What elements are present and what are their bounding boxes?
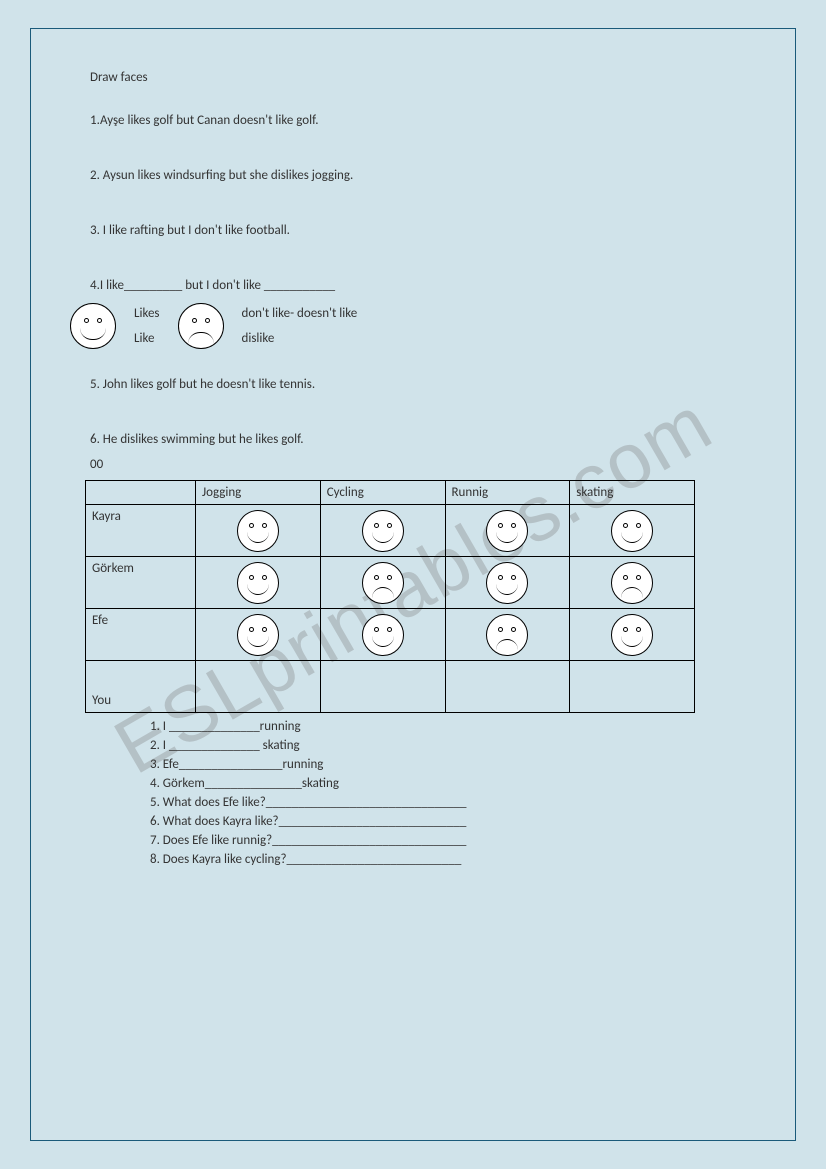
- sad-face-icon: [362, 562, 404, 604]
- sentence-1: 1.Ayşe likes golf but Canan doesn't like…: [90, 113, 766, 128]
- table-row: Kayra: [86, 505, 695, 557]
- happy-face-icon: [362, 510, 404, 552]
- table-row: You: [86, 661, 695, 713]
- row-name: Görkem: [86, 557, 196, 609]
- table-cell: [320, 609, 445, 661]
- question: 8. Does Kayra like cycling?_____________…: [150, 852, 766, 867]
- table-cell: [445, 557, 570, 609]
- questions-list: 1. I ______________running 2. I ________…: [150, 719, 766, 867]
- table-row: Efe: [86, 609, 695, 661]
- table-cell: [570, 609, 695, 661]
- sentence-6: 6. He dislikes swimming but he likes gol…: [90, 432, 766, 447]
- table-cell: [570, 661, 695, 713]
- question: 1. I ______________running: [150, 719, 766, 734]
- question: 2. I ______________ skating: [150, 738, 766, 753]
- title: Draw faces: [90, 70, 766, 85]
- table-cell: [445, 609, 570, 661]
- table-cell: [445, 505, 570, 557]
- table-header: Jogging: [196, 481, 321, 505]
- sad-face-icon: [611, 562, 653, 604]
- happy-face-icon: [362, 614, 404, 656]
- sad-face-icon: [486, 614, 528, 656]
- table-cell: [320, 661, 445, 713]
- table-header: Cycling: [320, 481, 445, 505]
- table-header: [86, 481, 196, 505]
- table-header: Runnig: [445, 481, 570, 505]
- faces-key: Likes Like don't like- doesn't like disl…: [70, 303, 766, 349]
- key-dislike: dislike: [242, 331, 358, 346]
- happy-face-icon: [237, 614, 279, 656]
- sad-face-icon: [178, 303, 224, 349]
- row-name: Efe: [86, 609, 196, 661]
- row-name: You: [86, 661, 196, 713]
- table-cell: [570, 505, 695, 557]
- sentence-2: 2. Aysun likes windsurfing but she disli…: [90, 168, 766, 183]
- table-cell: [196, 505, 321, 557]
- question: 3. Efe________________running: [150, 757, 766, 772]
- happy-face-icon: [70, 303, 116, 349]
- happy-face-icon: [486, 562, 528, 604]
- row-name: Kayra: [86, 505, 196, 557]
- key-likes: Likes: [134, 306, 160, 321]
- question: 5. What does Efe like?__________________…: [150, 795, 766, 810]
- table-row: Görkem: [86, 557, 695, 609]
- happy-face-icon: [237, 562, 279, 604]
- table-header: skating: [570, 481, 695, 505]
- question: 4. Görkem_______________skating: [150, 776, 766, 791]
- table-header-row: Jogging Cycling Runnig skating: [86, 481, 695, 505]
- question: 6. What does Kayra like?________________…: [150, 814, 766, 829]
- happy-face-icon: [611, 510, 653, 552]
- key-dont-like: don't like- doesn't like: [242, 306, 358, 321]
- key-dislike-col: don't like- doesn't like dislike: [242, 306, 358, 346]
- table-cell: [320, 557, 445, 609]
- happy-face-icon: [486, 510, 528, 552]
- table-cell: [196, 609, 321, 661]
- happy-face-icon: [611, 614, 653, 656]
- zeros-text: 00: [90, 457, 766, 472]
- table-cell: [196, 557, 321, 609]
- table-cell: [320, 505, 445, 557]
- sentence-3: 3. I like rafting but I don't like footb…: [90, 223, 766, 238]
- question: 7. Does Efe like runnig?________________…: [150, 833, 766, 848]
- table-cell: [445, 661, 570, 713]
- table-cell: [196, 661, 321, 713]
- sentence-4: 4.I like_________ but I don't like _____…: [90, 278, 766, 293]
- key-likes-col: Likes Like: [134, 306, 160, 346]
- key-like: Like: [134, 331, 160, 346]
- happy-face-icon: [237, 510, 279, 552]
- content-area: Draw faces 1.Ayşe likes golf but Canan d…: [90, 70, 766, 871]
- table-cell: [570, 557, 695, 609]
- preferences-table: Jogging Cycling Runnig skating Kayra Gör…: [85, 480, 695, 713]
- sentence-5: 5. John likes golf but he doesn't like t…: [90, 377, 766, 392]
